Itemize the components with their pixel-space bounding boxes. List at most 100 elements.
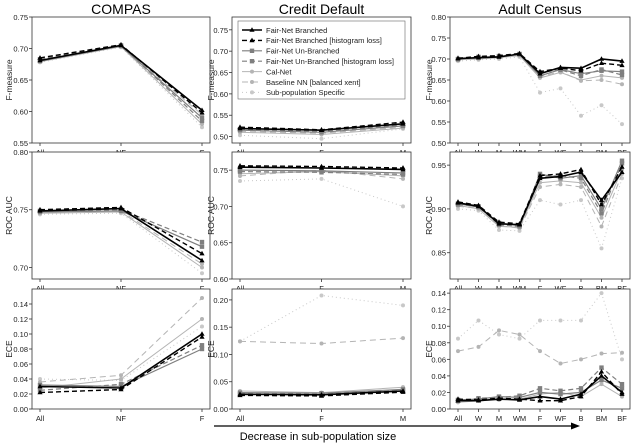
panel-0-2 xyxy=(29,288,211,412)
panel-2-1-series-6-point xyxy=(579,198,583,203)
panel-2-1-series-6-point xyxy=(497,227,501,232)
panel-2-2-ytick-label: 0.02 xyxy=(431,388,446,397)
panel-2-0-ytick-label: 0.75 xyxy=(431,34,446,43)
panel-0-0-ylabel: F-measure xyxy=(4,59,14,100)
panel-1-1-ylabel: ROC AUC xyxy=(206,196,216,235)
panel-0-2-series-6-point xyxy=(38,377,42,381)
panel-2-2-series-6-point xyxy=(579,318,583,323)
panel-0-0-frame xyxy=(31,16,211,144)
panel-0-2-ytick-label: 0.04 xyxy=(13,375,28,384)
panel-1-0-series-6-line xyxy=(239,128,404,140)
panel-0-1-xtick-label: NF xyxy=(116,284,126,293)
panel-0-2-series-5-point xyxy=(119,373,123,378)
panel-2-0-ytick-label: 0.55 xyxy=(431,118,446,127)
panel-2-1-series-0-point xyxy=(537,175,543,181)
panel-2-0-series-6-point xyxy=(538,90,542,95)
panel-1-1-series-5-point xyxy=(401,176,405,181)
panel-2-2-series-6-point xyxy=(538,318,542,323)
panel-1-0-ytick-label: 0.60 xyxy=(213,90,228,99)
bottom-label: Decrease in sub-population size xyxy=(240,431,397,443)
panel-2-2-series-0-point xyxy=(619,389,625,395)
legend-marker-4 xyxy=(250,69,254,74)
legend-label-2: Fair-Net Un-Branched xyxy=(266,47,339,56)
panel-2-2-series-5-point xyxy=(476,344,481,349)
panel-2-0-ytick-label: 0.50 xyxy=(431,139,446,148)
panel-2-0-series-3-point xyxy=(619,72,625,78)
panel-1-0-ytick-label: 0.50 xyxy=(213,133,228,142)
panel-0-2-series-5-point xyxy=(200,296,204,300)
legend-label-0: Fair-Net Branched xyxy=(266,26,327,35)
panel-0-2-series-4-point xyxy=(200,317,204,321)
panel-0-1-series-1-point xyxy=(199,250,205,256)
panel-0-1-xtick-label: F xyxy=(200,284,205,293)
panel-2-2-series-0-point xyxy=(578,391,584,396)
panel-2-1-series-0-point xyxy=(496,221,502,226)
panel-0-2-series-3-point xyxy=(118,382,124,387)
panel-2-0-series-5-point xyxy=(599,78,604,82)
panel-2-2-series-3-point xyxy=(558,388,563,393)
legend-label-5: Baseline NN [balanced xent] xyxy=(266,78,361,87)
panel-1-2-xtick-label: F xyxy=(319,414,324,423)
panel-2-1-series-6-point xyxy=(538,198,542,203)
panel-0-0-series-0-point xyxy=(118,42,124,48)
panel-2-2-ytick-label: 0.04 xyxy=(431,372,446,381)
column-title-1: Credit Default xyxy=(279,1,365,17)
legend-marker-0 xyxy=(249,27,255,32)
panel-2-1-series-1-point xyxy=(557,171,564,176)
panel-1-1-xtick-label: M xyxy=(400,284,406,293)
panel-0-0-series-3-point xyxy=(199,118,205,124)
panel-2-1-series-3-point xyxy=(619,161,625,166)
panel-0-2-ylabel: ECE xyxy=(4,340,14,358)
panel-2-0-series-6-point xyxy=(558,86,563,91)
column-title-2: Adult Census xyxy=(498,1,581,17)
panel-2-1-series-3-point xyxy=(599,211,604,216)
panel-2-0-series-5-point xyxy=(620,82,624,87)
panel-2-2-series-3-point xyxy=(537,386,543,391)
panel-2-2-series-0-point xyxy=(537,393,543,399)
panel-2-1-series-5-point xyxy=(599,224,604,229)
panel-2-0-series-6-point xyxy=(599,103,604,108)
panel-0-0-series-2-point xyxy=(199,115,205,120)
legend-label-4: Cal-Net xyxy=(266,67,292,76)
panel-2-2-series-1-point xyxy=(598,368,605,374)
panel-0-1-series-4-point xyxy=(200,265,204,270)
panel-2-2-series-6-point xyxy=(599,291,604,296)
panel-0-2-ytick-label: 0.00 xyxy=(13,405,28,414)
panel-1-2-series-5-point xyxy=(238,339,242,344)
panel-2-1-xtick-label: W xyxy=(475,284,483,293)
panel-2-0-series-4-point xyxy=(599,73,604,78)
panel-0-2-series-2-point xyxy=(199,346,205,352)
panel-2-2-series-0-point xyxy=(598,373,605,378)
panel-2-2-series-5-point xyxy=(599,351,604,356)
panel-2-2-xtick-label: All xyxy=(454,414,463,423)
panel-2-1-series-6-point xyxy=(599,246,604,251)
legend-label-1: Fair-Net Branched [histogram loss] xyxy=(266,36,382,45)
panel-1-1-series-2-point xyxy=(400,170,406,176)
panel-0-1-series-6-line xyxy=(39,212,203,274)
panel-0-1-xtick-label: All xyxy=(36,284,45,293)
panel-2-1-series-0-point xyxy=(598,197,605,202)
panel-2-0-ytick-label: 0.60 xyxy=(431,97,446,106)
panel-1-2 xyxy=(229,288,412,412)
panel-2-2-series-0-point xyxy=(557,396,564,401)
panel-0-1-ytick-label: 0.80 xyxy=(13,148,28,157)
panel-2-2-ytick-label: 0.06 xyxy=(431,355,446,364)
panel-2-2-series-5-point xyxy=(558,361,563,366)
panel-0-2-series-4-point xyxy=(119,377,123,381)
panel-2-0-series-0-point xyxy=(516,51,523,56)
panel-2-1-series-0-point xyxy=(455,200,461,205)
panel-2-1-series-5-point xyxy=(558,182,563,187)
panel-2-1 xyxy=(447,151,631,282)
panel-2-2-ytick-label: 0.00 xyxy=(431,405,446,414)
legend-label-3: Fair-Net Un-Branched [histogram loss] xyxy=(266,57,394,66)
panel-2-0-series-1-point xyxy=(619,62,625,68)
panel-1-1-series-0-point xyxy=(400,166,406,172)
panel-0-0-ytick-label: 0.75 xyxy=(13,13,28,22)
panel-2-2-ylabel: ECE xyxy=(424,340,434,358)
panel-2-2-xtick-label: M xyxy=(496,414,502,423)
panel-2-2-series-0-point xyxy=(496,396,502,401)
panel-2-1-series-0-point xyxy=(516,221,523,227)
column-title-0: COMPAS xyxy=(91,1,151,17)
panel-2-1-series-2-point xyxy=(578,173,584,178)
panel-2-0-series-2-point xyxy=(537,73,543,78)
